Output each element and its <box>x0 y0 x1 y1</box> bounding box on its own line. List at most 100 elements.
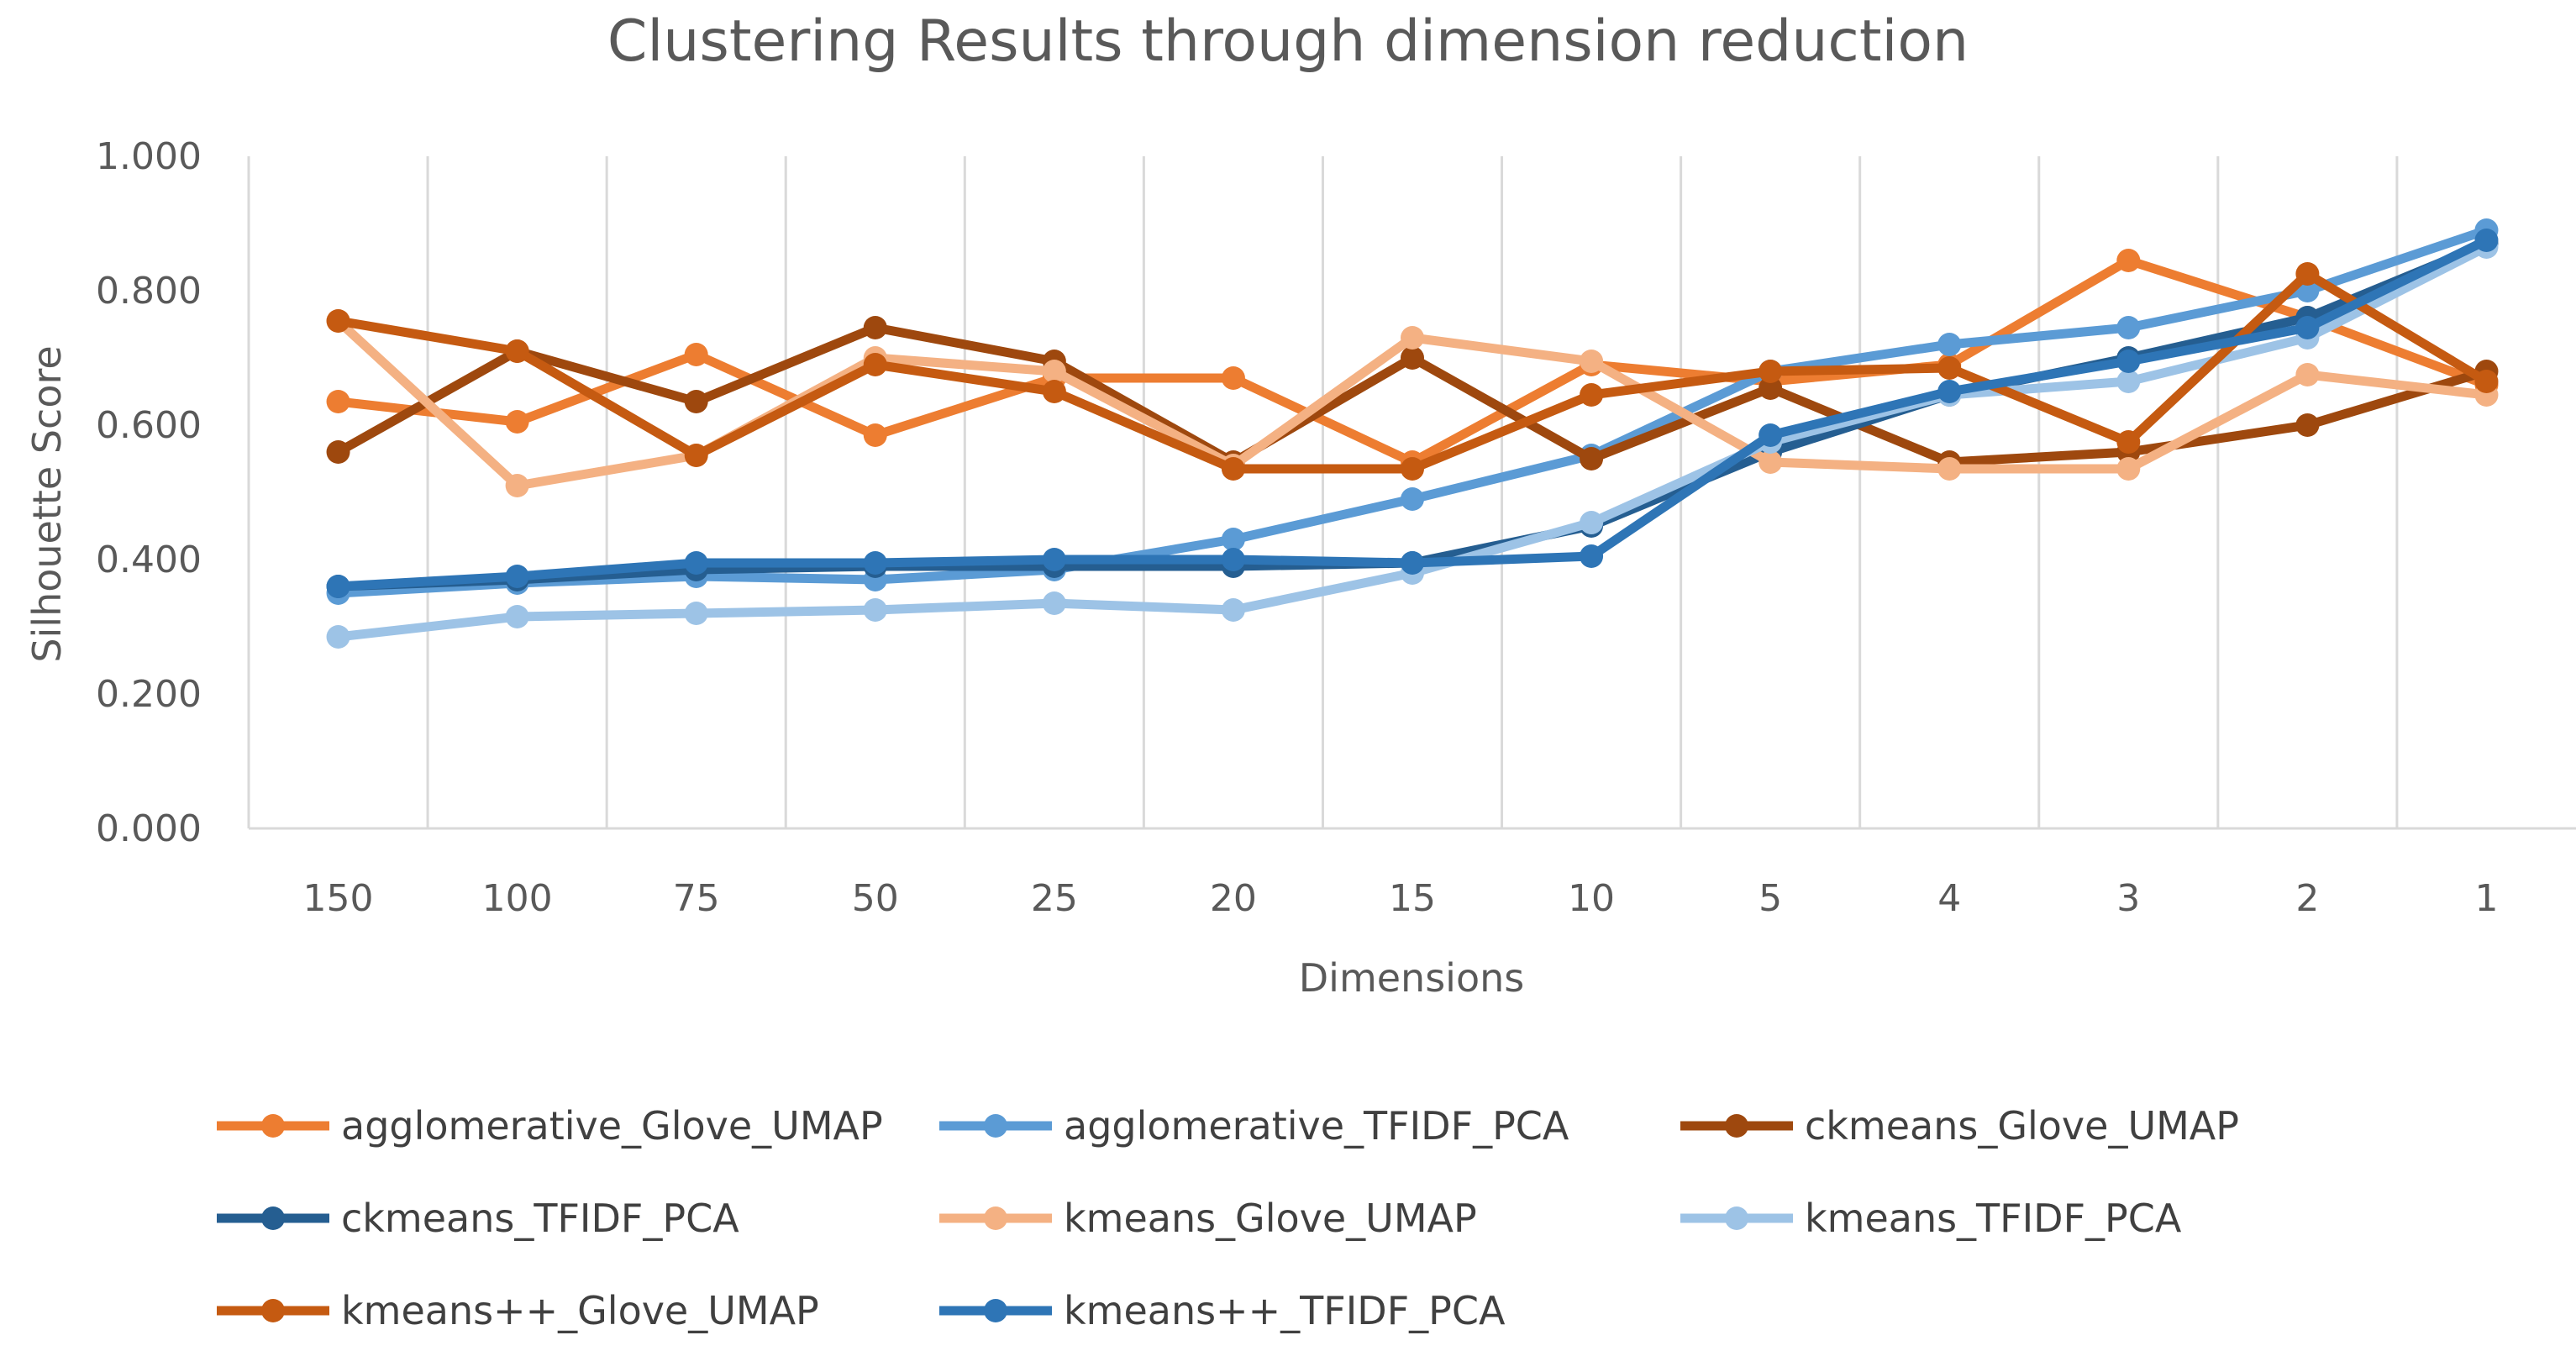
data-point <box>863 353 887 376</box>
x-tick-label: 50 <box>852 877 899 920</box>
data-point <box>1580 383 1604 407</box>
data-point <box>1042 548 1066 571</box>
data-point <box>1580 511 1604 534</box>
data-point <box>505 474 529 497</box>
data-point <box>2295 363 2320 386</box>
data-point <box>2116 370 2141 393</box>
data-point <box>2116 316 2141 339</box>
legend-swatch-marker <box>984 1206 1007 1230</box>
legend-swatch-marker <box>261 1299 285 1322</box>
data-point <box>2116 457 2141 481</box>
data-point <box>1937 457 1962 481</box>
data-point <box>1759 450 1783 474</box>
series-line <box>334 239 2491 591</box>
data-point <box>863 316 887 339</box>
legend-swatch-marker <box>261 1206 285 1230</box>
data-point <box>2295 316 2320 339</box>
legend-label: ckmeans_TFIDF_PCA <box>341 1196 739 1241</box>
data-point <box>1759 376 1783 400</box>
legend-swatch-marker <box>261 1114 285 1138</box>
data-point <box>2116 249 2141 272</box>
legend-label: ckmeans_Glove_UMAP <box>1805 1103 2239 1149</box>
data-point <box>1042 380 1066 403</box>
y-tick-label: 0.400 <box>96 539 202 581</box>
y-tick-label: 0.600 <box>96 404 202 447</box>
data-point <box>1580 350 1604 373</box>
data-point <box>1759 360 1783 383</box>
axes <box>247 156 2576 830</box>
legend-item: kmeans++_TFIDF_PCA <box>939 1288 1506 1333</box>
series-ckmeans_TFIDF_PCA <box>326 232 2499 598</box>
x-tick-label: 5 <box>1759 877 1782 920</box>
x-tick-label: 4 <box>1937 877 1961 920</box>
data-point <box>684 343 708 366</box>
data-point <box>684 602 708 625</box>
data-point <box>684 551 708 575</box>
data-point <box>863 598 887 622</box>
y-tick-label: 0.200 <box>96 673 202 716</box>
series-lines <box>326 218 2499 649</box>
y-tick-label: 1.000 <box>96 135 202 178</box>
legend-label: agglomerative_TFIDF_PCA <box>1064 1103 1569 1149</box>
x-tick-label: 75 <box>673 877 720 920</box>
data-point <box>1221 528 1245 551</box>
data-point <box>1580 447 1604 470</box>
legend-label: kmeans++_TFIDF_PCA <box>1064 1288 1506 1333</box>
data-point <box>2295 262 2320 286</box>
data-point <box>505 410 529 434</box>
data-point <box>863 551 887 575</box>
data-point <box>2116 430 2141 454</box>
data-point <box>505 605 529 628</box>
data-point <box>1221 366 1245 390</box>
data-point <box>684 444 708 467</box>
data-point <box>1221 457 1245 481</box>
data-point <box>1042 360 1066 383</box>
legend-swatch-marker <box>984 1299 1007 1322</box>
y-tick-label: 0.000 <box>96 807 202 850</box>
data-point <box>326 309 350 333</box>
data-point <box>1759 423 1783 447</box>
series-kmeans++_Glove_UMAP <box>326 262 2499 481</box>
legend-swatch-marker <box>1725 1114 1748 1138</box>
legend-item: ckmeans_Glove_UMAP <box>1680 1103 2239 1149</box>
gridlines <box>426 156 2399 828</box>
data-point <box>2295 413 2320 437</box>
legend-item: ckmeans_TFIDF_PCA <box>217 1196 739 1241</box>
data-point <box>1042 591 1066 615</box>
data-point <box>1937 380 1962 403</box>
data-point <box>505 565 529 588</box>
data-point <box>1221 548 1245 571</box>
data-point <box>1401 551 1424 575</box>
x-tick-label: 15 <box>1389 877 1436 920</box>
data-point <box>2116 350 2141 373</box>
x-tick-label: 100 <box>482 877 553 920</box>
legend-label: agglomerative_Glove_UMAP <box>341 1103 883 1149</box>
data-point <box>1937 356 1962 380</box>
data-point <box>1937 333 1962 356</box>
legend-item: agglomerative_TFIDF_PCA <box>939 1103 1569 1149</box>
data-point <box>326 440 350 464</box>
data-point <box>684 390 708 413</box>
y-axis-title: Silhouette Score <box>24 345 70 662</box>
x-tick-label: 1 <box>2474 877 2498 920</box>
data-point <box>1401 326 1424 350</box>
x-tick-label: 150 <box>303 877 374 920</box>
data-point <box>1580 544 1604 568</box>
data-point <box>1221 598 1245 622</box>
data-point <box>1401 346 1424 370</box>
x-axis-title: Dimensions <box>1299 955 1524 1001</box>
data-point <box>505 339 529 363</box>
tick-labels: 0.000 0.200 0.400 0.600 0.800 1.000 150 100 75 50… <box>96 135 2498 920</box>
legend-label: kmeans_Glove_UMAP <box>1064 1196 1477 1241</box>
data-point <box>326 390 350 413</box>
legend-item: kmeans_TFIDF_PCA <box>1680 1196 2182 1241</box>
x-tick-label: 3 <box>2116 877 2140 920</box>
legend-item: agglomerative_Glove_UMAP <box>217 1103 883 1149</box>
legend-label: kmeans++_Glove_UMAP <box>341 1288 819 1333</box>
data-point <box>2474 370 2499 393</box>
series-kmeans++_TFIDF_PCA <box>326 229 2499 598</box>
data-point <box>326 575 350 598</box>
legend-swatch-marker <box>1725 1206 1748 1230</box>
